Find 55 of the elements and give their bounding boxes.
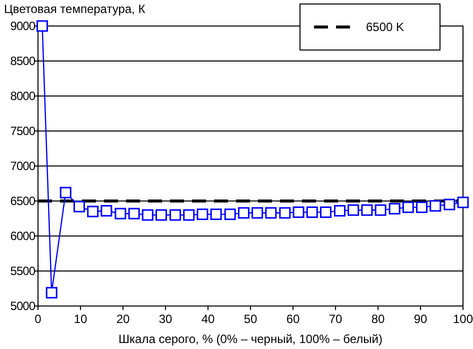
point <box>36 20 48 32</box>
x-tick-label: 90 <box>414 312 428 326</box>
y-tick-label: 8500 <box>10 54 36 68</box>
x-tick-label: 50 <box>244 312 258 326</box>
point <box>292 206 304 218</box>
y-tick-label: 5500 <box>10 264 36 278</box>
point <box>402 202 414 214</box>
point <box>265 207 277 219</box>
point <box>196 208 208 220</box>
point <box>87 206 99 218</box>
point <box>306 206 318 218</box>
x-tick-label: 80 <box>371 312 385 326</box>
point <box>100 205 112 217</box>
point <box>224 208 236 220</box>
y-tick-label: 8000 <box>10 89 36 104</box>
point <box>334 205 346 217</box>
point <box>374 204 386 216</box>
x-tick-label: 40 <box>201 312 215 326</box>
point <box>170 209 182 221</box>
y-tick-label: 5000 <box>10 299 36 314</box>
point <box>252 207 264 219</box>
x-tick-label: 70 <box>328 312 342 326</box>
x-tick-label: 100 <box>452 312 473 326</box>
y-tick-label: 6500 <box>10 194 36 208</box>
point <box>444 198 456 210</box>
point <box>348 204 360 216</box>
point <box>60 186 72 198</box>
x-tick-label: 30 <box>158 312 172 326</box>
point <box>279 207 291 219</box>
point <box>46 286 58 298</box>
point <box>142 209 154 221</box>
y-tick-label: 7000 <box>10 159 36 174</box>
y-axis-title: Цветовая температура, К <box>4 2 146 16</box>
point <box>156 209 167 221</box>
point <box>430 200 442 212</box>
x-tick-label: 0 <box>34 312 42 326</box>
point <box>210 208 222 220</box>
y-tick-label: 9000 <box>10 19 36 34</box>
x-axis-title: Шкала серого, % (0% – черный, 100% – белый) <box>118 332 382 346</box>
point <box>183 209 195 221</box>
point <box>128 208 140 220</box>
legend-label: 6500 K <box>366 20 404 34</box>
point <box>73 200 85 212</box>
point <box>457 196 469 208</box>
point <box>388 202 400 214</box>
point <box>361 204 373 216</box>
point <box>320 206 332 218</box>
x-tick-label: 60 <box>286 312 300 326</box>
x-tick-label: 20 <box>116 312 130 326</box>
x-tick-label: 10 <box>74 312 88 326</box>
y-tick-label: 7500 <box>10 124 36 138</box>
point <box>238 207 250 219</box>
point <box>114 208 126 220</box>
y-tick-label: 6000 <box>10 229 36 244</box>
point <box>416 202 428 214</box>
